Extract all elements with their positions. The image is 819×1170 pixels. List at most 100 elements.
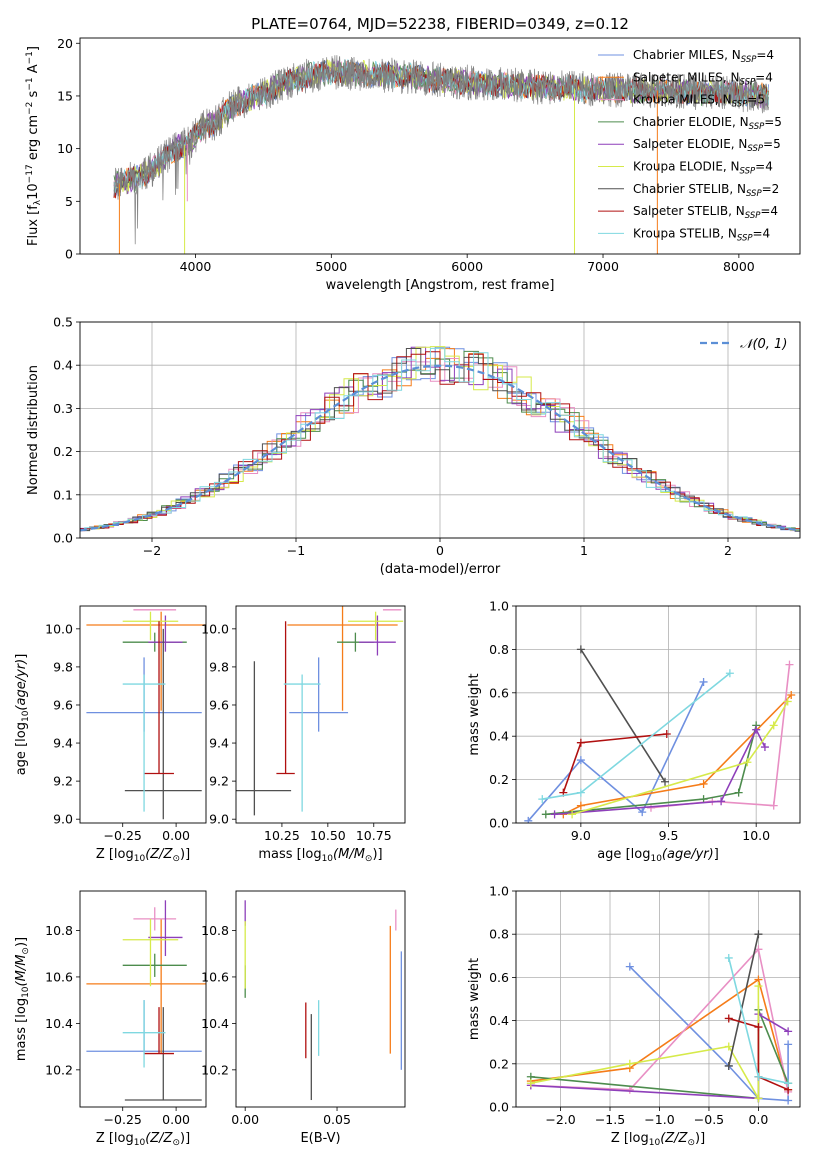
weight-point-marker	[541, 810, 550, 819]
weight-point-marker	[524, 816, 533, 823]
y-tick-label: 10	[57, 141, 73, 156]
weight-point-marker	[734, 788, 743, 797]
y-tick-label: 1.0	[489, 884, 509, 899]
x-axis-label: Z [log10(Z/Z⊙)]	[611, 1131, 705, 1148]
x-axis-label: E(B-V)	[300, 1131, 340, 1146]
plot-area	[113, 55, 769, 254]
weight-series-line	[530, 978, 789, 1090]
y-tick-label: 0.8	[489, 642, 509, 657]
x-axis-label: (data-model)/error	[380, 562, 501, 577]
y-axis-label: mass weight	[467, 673, 482, 755]
plot-frame	[79, 605, 207, 824]
y-tick-label: 10.6	[201, 969, 229, 984]
x-tick-label: 6000	[451, 259, 483, 274]
x-tick-label: −0.25	[104, 828, 142, 843]
y-axis-label: mass [log10(M/M⊙)]	[14, 937, 31, 1061]
y-tick-label: 5	[65, 194, 73, 209]
weight-point-marker	[625, 1059, 634, 1068]
plot-frame	[515, 890, 801, 1108]
plot-frame	[79, 37, 801, 255]
weight-point-marker	[754, 1094, 763, 1103]
weight-point-marker	[754, 930, 763, 939]
y-tick-label: 0.2	[489, 772, 509, 787]
x-tick-label: 8000	[723, 259, 755, 274]
y-tick-label: 10.8	[45, 923, 73, 938]
observed-spectrum-line	[113, 55, 769, 245]
residuals-panel: −2 −1 0 1 2 0.0 0.1 0.2 0.3 0.4 0.5 (data-model)/er…	[26, 315, 801, 577]
x-tick-label: 0.0	[748, 1112, 768, 1127]
legend-label: Chabrier ELODIE, NSSP=5	[633, 115, 782, 132]
y-axis-label: mass weight	[467, 958, 482, 1040]
plot-area	[236, 606, 404, 816]
y-tick-label: 9.0	[209, 812, 229, 827]
y-tick-label: 0.0	[53, 531, 73, 546]
plot-area	[86, 609, 206, 820]
y-tick-label: 0	[65, 247, 73, 262]
legend-label: Kroupa STELIB, NSSP=4	[633, 226, 770, 243]
weight-point-marker	[724, 1042, 733, 1051]
y-tick-label: 9.4	[209, 736, 229, 751]
x-tick-label: 4000	[180, 259, 212, 274]
weight-series-line	[580, 648, 666, 783]
weight-point-marker	[699, 677, 708, 686]
weight_vs_age-panel: 9.0 9.5 10.0 0.0 0.2 0.4 0.6 0.8 1.0 age [log10(a…	[467, 599, 801, 864]
weight-point-marker	[576, 788, 585, 797]
plot-area	[524, 645, 796, 823]
plot-frame	[79, 321, 801, 539]
x-tick-label: 10.50	[310, 828, 346, 843]
y-tick-label: 0.0	[489, 1100, 509, 1115]
plot-area	[80, 346, 800, 532]
plot-area	[86, 900, 206, 1101]
x-tick-label: 5000	[315, 259, 347, 274]
legend-label: 𝒩(0, 1)	[740, 337, 787, 352]
x-axis-label: age [log10(age/yr)]	[597, 847, 719, 864]
y-tick-label: 10.4	[201, 1016, 229, 1031]
x-tick-label: 10.0	[742, 828, 770, 843]
weight-point-marker	[568, 810, 577, 819]
weight-point-marker	[769, 801, 778, 810]
weight-point-marker	[725, 669, 734, 678]
weight-point-marker	[526, 1079, 535, 1088]
weight-point-marker	[576, 756, 585, 765]
x-tick-label: −1.0	[644, 1112, 674, 1127]
x-tick-label: 2	[724, 543, 732, 558]
y-tick-label: 0.5	[53, 315, 73, 330]
y-axis-label: age [log10(age/yr)]	[14, 654, 31, 776]
y-tick-label: 0.8	[489, 927, 509, 942]
weight-point-marker	[638, 808, 647, 817]
weight-point-marker	[538, 795, 547, 804]
plot-frame	[79, 890, 207, 1108]
y-tick-label: 10.0	[45, 621, 73, 636]
weight-series-line	[571, 701, 789, 816]
legend-label: Kroupa MILES, NSSP=5	[633, 93, 765, 110]
weight-point-marker	[752, 725, 761, 734]
weight-point-marker	[662, 730, 671, 739]
weight-point-marker	[646, 803, 655, 812]
x-tick-label: 0	[436, 543, 444, 558]
y-tick-label: 0.4	[53, 358, 73, 373]
weight-point-marker	[724, 1061, 733, 1070]
legend-label: Salpeter STELIB, NSSP=4	[633, 204, 778, 221]
y-axis-label: Normed distribution	[26, 365, 41, 495]
weight-point-marker	[754, 1072, 763, 1081]
plot-frame	[235, 890, 406, 1108]
x-axis-label: Z [log10(Z/Z⊙)]	[96, 847, 190, 864]
y-tick-label: 15	[57, 88, 73, 103]
weight-point-marker	[661, 777, 670, 786]
weight-series-line	[728, 1017, 789, 1091]
weight-series-line	[728, 934, 760, 1067]
legend-label: Kroupa ELODIE, NSSP=4	[633, 160, 773, 177]
weight-point-marker	[783, 697, 792, 706]
y-tick-label: 0.1	[53, 487, 73, 502]
plot-area	[526, 930, 793, 1105]
y-tick-label: 10.8	[201, 923, 229, 938]
x-tick-label: −0.5	[694, 1112, 724, 1127]
y-tick-label: 0.6	[489, 685, 509, 700]
age_vs_mass-panel: 10.25 10.50 10.75 9.0 9.2 9.4 9.6 9.8 10.0 mass […	[201, 605, 406, 864]
y-tick-label: 1.0	[489, 599, 509, 614]
weight-point-marker	[717, 797, 726, 806]
y-tick-label: 9.6	[53, 697, 73, 712]
residual-histogram	[80, 348, 800, 532]
mass_vs_ebv-panel: 0.00 0.05 10.2 10.4 10.6 10.8 E(B-V)	[201, 890, 406, 1146]
